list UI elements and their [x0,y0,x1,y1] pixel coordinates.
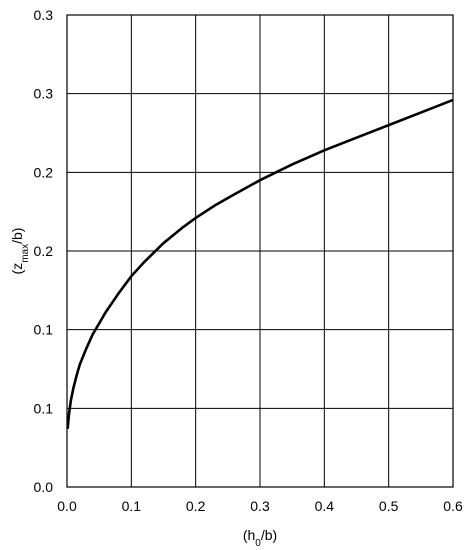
plot-frame [66,14,454,488]
y-tick-label: 0.1 [34,400,54,416]
y-tick-label: 0.3 [34,7,54,23]
x-tick-label: 0.1 [122,498,142,514]
y-tick-label: 0.1 [34,322,54,338]
series-line [66,98,454,429]
y-tick-label: 0.2 [34,164,54,180]
x-tick-label: 0.5 [379,498,399,514]
x-axis-label: (h0/b) [243,527,277,549]
x-tick-label: 0.3 [250,498,270,514]
x-tick-label: 0.0 [57,498,77,514]
x-tick-label: 0.2 [186,498,206,514]
y-tick-label: 0.3 [34,86,54,102]
grid [66,14,454,488]
y-tick-label: 0.0 [34,479,54,495]
x-tick-label: 0.6 [443,498,463,514]
y-tick-label: 0.2 [34,243,54,259]
y-tick-labels: 0.0 0.1 0.1 0.2 0.2 0.3 0.3 [34,7,54,495]
x-tick-labels: 0.0 0.1 0.2 0.3 0.4 0.5 0.6 [57,498,463,514]
y-axis-label: (zmax/b) [9,228,31,275]
x-tick-label: 0.4 [315,498,335,514]
